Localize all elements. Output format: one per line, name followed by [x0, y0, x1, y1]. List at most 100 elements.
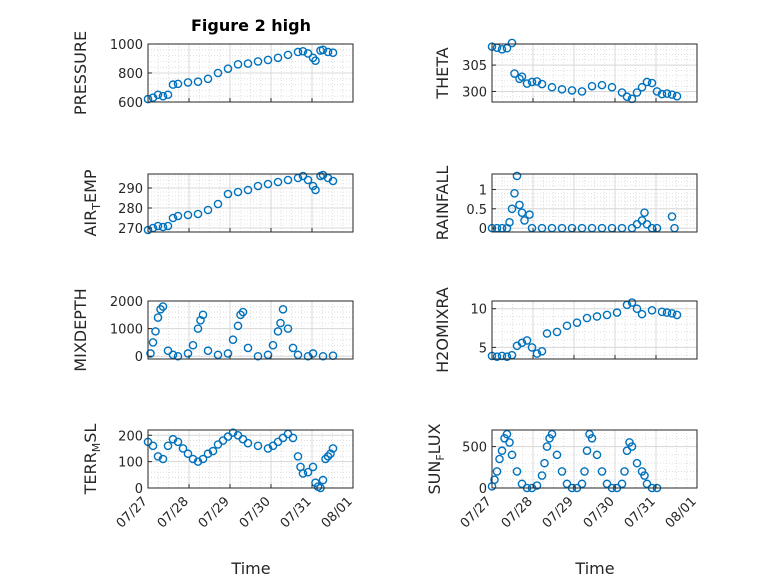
- data-point: [632, 458, 642, 468]
- data-point: [213, 350, 223, 360]
- data-point: [158, 91, 168, 101]
- data-point: [273, 53, 283, 63]
- y-axis-label: TERRMSL: [81, 424, 103, 496]
- subplot-h2omixra: 5 10 H2OMIXRA: [433, 287, 698, 373]
- y-tick-label: 280: [118, 202, 143, 217]
- axes-box: [491, 429, 698, 489]
- subplot-air-temp: 270 280 290 AIRTEMP: [81, 169, 354, 237]
- data-point: [577, 479, 587, 489]
- data-point: [193, 457, 203, 466]
- data-point: [283, 175, 293, 185]
- data-point: [288, 343, 298, 353]
- data-point: [188, 340, 198, 350]
- data-point: [525, 210, 534, 219]
- subplot-terr-msl: 0 100 200 07/27 07/28 07/29 07/30 07/31 08/01 TER…: [81, 424, 356, 532]
- x-tick-label: 07/27: [114, 494, 151, 531]
- data-point: [168, 434, 178, 444]
- data-point: [580, 467, 589, 476]
- data-point: [263, 179, 273, 189]
- subplot-mixdepth: 0 1000 2000 MIXDEPTH: [71, 288, 354, 372]
- y-tick-label: 305: [462, 59, 487, 74]
- data-point: [153, 90, 163, 100]
- data-point: [193, 324, 203, 333]
- y-tick-label: 0: [479, 222, 487, 237]
- data-point: [163, 90, 173, 100]
- y-tick-label: 500: [462, 441, 487, 456]
- y-axis-label: THETA: [433, 47, 452, 99]
- data-point: [158, 302, 168, 311]
- data-point: [303, 49, 313, 58]
- data-point: [146, 349, 155, 358]
- data-point: [311, 185, 320, 195]
- subplot-rainfall: 0 0.5 1 RAINFALL: [433, 166, 698, 241]
- data-point: [323, 452, 333, 461]
- y-axis-label: SUNFLUX: [425, 423, 447, 494]
- axes-box: [491, 173, 698, 233]
- data-point: [243, 438, 253, 448]
- data-point: [542, 329, 552, 338]
- data-point: [253, 351, 263, 361]
- data-point: [520, 216, 529, 225]
- data-point: [505, 438, 514, 447]
- y-tick-label: 10: [470, 303, 487, 318]
- data-point: [288, 433, 298, 443]
- plot-area: [148, 174, 353, 232]
- data-point: [318, 475, 328, 485]
- data-point: [517, 479, 527, 489]
- data-point: [153, 313, 163, 322]
- data-point: [243, 185, 253, 195]
- data-point: [672, 91, 682, 101]
- data-point: [158, 222, 168, 232]
- data-point: [213, 68, 223, 78]
- data-point: [308, 349, 318, 358]
- data-point: [662, 308, 672, 317]
- data-point: [537, 346, 547, 356]
- data-point: [273, 327, 283, 336]
- y-tick-label: 800: [118, 67, 143, 82]
- data-point: [647, 78, 657, 88]
- data-point: [547, 429, 557, 439]
- y-tick-label: 100: [118, 456, 143, 471]
- x-tick-label: 07/30: [581, 494, 618, 531]
- data-point: [582, 446, 592, 456]
- data-point: [268, 340, 278, 350]
- data-point: [505, 218, 514, 227]
- data-point: [326, 449, 335, 459]
- data-point: [311, 56, 320, 65]
- data-point: [597, 80, 607, 90]
- y-tick-label: 200: [118, 429, 143, 444]
- data-point: [672, 310, 682, 320]
- data-point: [507, 38, 517, 48]
- data-point: [168, 80, 178, 89]
- data-point: [298, 469, 308, 478]
- y-axis-label: MIXDEPTH: [71, 288, 90, 371]
- x-axis-label-right: Time: [574, 559, 614, 578]
- y-tick-label: 290: [118, 182, 143, 197]
- data-point: [515, 200, 524, 210]
- data-point: [303, 175, 313, 185]
- data-point: [253, 441, 263, 451]
- x-tick-label: 07/28: [155, 494, 192, 531]
- data-point: [622, 446, 632, 456]
- y-axis-label: H2OMIXRA: [433, 287, 452, 373]
- data-point: [321, 454, 330, 464]
- y-axis-label: RAINFALL: [433, 166, 452, 241]
- y-tick-label: 270: [118, 222, 143, 237]
- data-point: [276, 318, 285, 328]
- data-point: [512, 467, 522, 476]
- data-point: [193, 209, 203, 219]
- subplot-theta: 300 305 THETA: [433, 38, 698, 104]
- data-point: [223, 349, 233, 358]
- data-point: [502, 43, 512, 53]
- data-point: [497, 44, 507, 54]
- data-point: [507, 450, 517, 460]
- data-point: [517, 72, 527, 81]
- y-tick-label: 1: [479, 183, 487, 198]
- data-point: [577, 87, 587, 96]
- data-point: [597, 467, 607, 476]
- data-point: [642, 77, 652, 87]
- axes-box: [147, 173, 354, 233]
- data-point: [637, 309, 647, 319]
- data-point: [492, 352, 502, 361]
- data-point: [178, 444, 188, 453]
